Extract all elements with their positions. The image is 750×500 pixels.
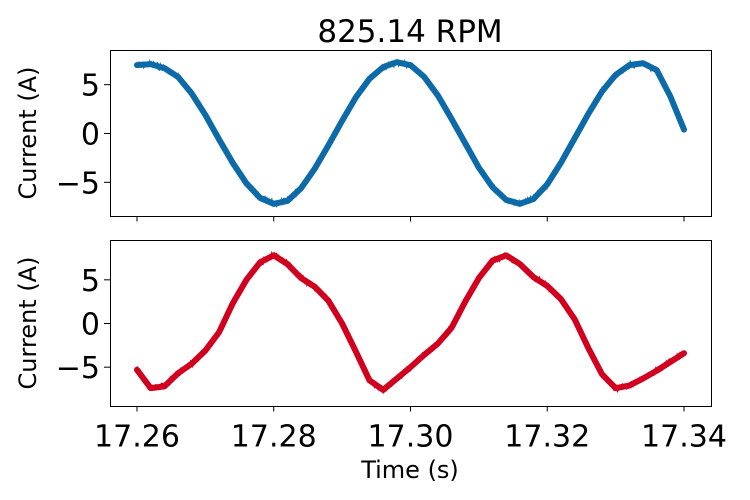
panel-top-series [134, 58, 687, 209]
x-tick-label: 17.26 [94, 420, 180, 455]
y-tick-label: 5 [81, 264, 100, 299]
y-tick-label: −5 [56, 166, 100, 201]
y-tick-label: −5 [56, 351, 100, 386]
panel-bottom-x-ticks: 17.26 17.28 17.30 17.32 17.34 [94, 406, 727, 455]
panel-top-x-ticks [136, 216, 685, 222]
panel-top-y-axis-label: Current (A) [14, 67, 42, 200]
x-axis-label: Time (s) [360, 456, 459, 484]
panel-top-frame [110, 50, 712, 217]
chart-title: 825.14 RPM [317, 14, 502, 50]
x-tick-label: 17.32 [504, 420, 590, 455]
series-noise [136, 250, 685, 395]
panel-bottom-frame [110, 240, 712, 407]
panel-top-y-ticks: −5 0 5 [56, 69, 111, 201]
y-tick-label: 0 [81, 308, 100, 343]
x-tick-label: 17.34 [641, 420, 727, 455]
panel-top: −5 0 5 Current (A) [14, 50, 712, 222]
panel-bottom-y-ticks: −5 0 5 [56, 264, 111, 386]
series-line [134, 59, 687, 207]
y-tick-label: 5 [81, 69, 100, 104]
panel-bottom: −5 0 5 17.26 17.28 17.30 17.32 17.34 Current (… [14, 240, 727, 455]
x-tick-label: 17.28 [231, 420, 317, 455]
y-tick-label: 0 [81, 118, 100, 153]
x-tick-label: 17.30 [368, 420, 454, 455]
panel-bottom-y-axis-label: Current (A) [14, 257, 42, 390]
panel-bottom-series [134, 250, 687, 395]
series-noise [136, 58, 685, 209]
